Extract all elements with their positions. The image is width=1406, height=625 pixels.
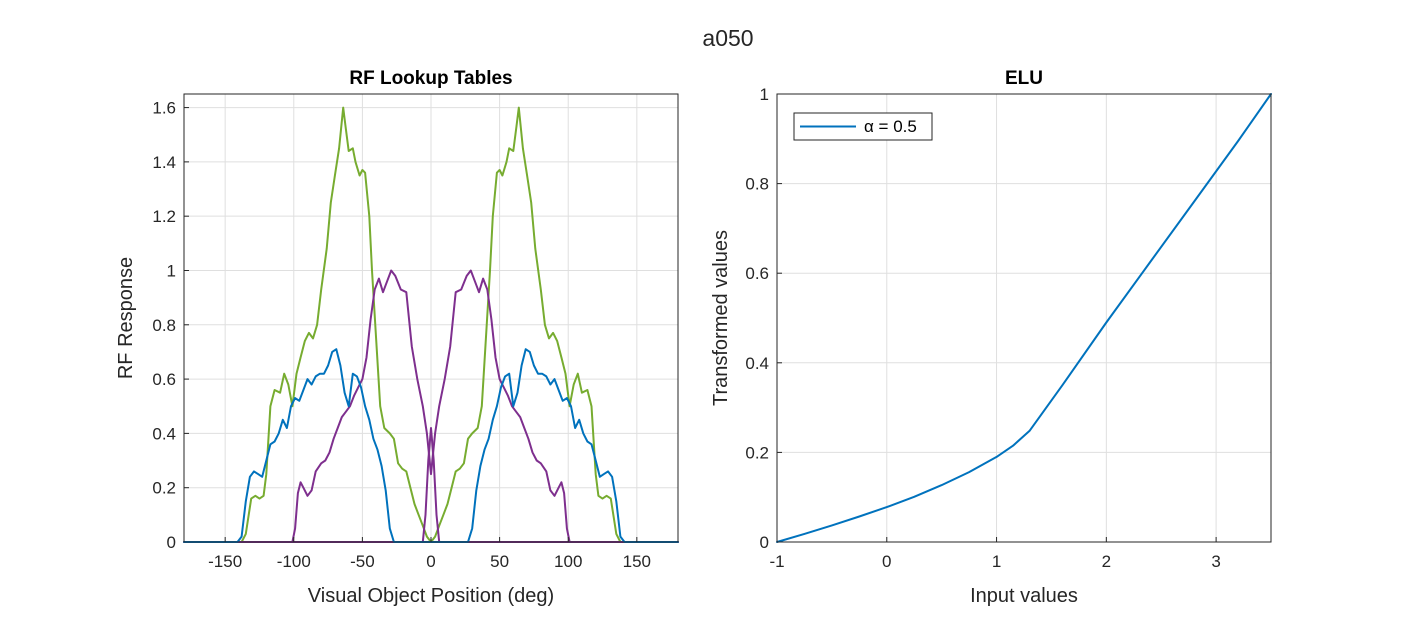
rf-xtick-label: 150 bbox=[623, 552, 651, 571]
rf-axes-xlabel: Visual Object Position (deg) bbox=[308, 585, 554, 607]
rf-lookup-axes: -150 -100 -50 0 50 100 150 0 0.2 0.4 0.6 0.8 1 1.2 1.4… bbox=[115, 68, 679, 607]
rf-xtick-label: 100 bbox=[554, 552, 582, 571]
rf-xtick-label: -50 bbox=[350, 552, 375, 571]
elu-xtick-label: 3 bbox=[1211, 552, 1220, 571]
elu-ytick-label: 0 bbox=[760, 533, 769, 552]
elu-axes-title: ELU bbox=[1005, 68, 1043, 89]
elu-xtick-label: -1 bbox=[769, 552, 784, 571]
rf-axes-ylabel: RF Response bbox=[115, 257, 137, 379]
rf-series-line-1 bbox=[183, 106, 432, 543]
rf-ytick-label: 1 bbox=[167, 261, 176, 280]
rf-axes-title: RF Lookup Tables bbox=[349, 68, 512, 89]
rf-xtick-label: -150 bbox=[208, 552, 242, 571]
rf-series-line-4 bbox=[183, 427, 679, 543]
rf-ytick-label: 0.4 bbox=[152, 424, 176, 443]
rf-series-line-3 bbox=[183, 269, 679, 543]
rf-series-line-2 bbox=[430, 106, 679, 543]
elu-ytick-label: 0.2 bbox=[745, 443, 769, 462]
figure-suptitle: a050 bbox=[702, 25, 753, 51]
elu-xtick-label: 2 bbox=[1102, 552, 1111, 571]
rf-ytick-label: 0 bbox=[167, 533, 176, 552]
rf-ytick-label: 1.2 bbox=[152, 207, 176, 226]
elu-ytick-label: 0.8 bbox=[745, 175, 769, 194]
elu-xtick-label: 1 bbox=[992, 552, 1001, 571]
elu-legend: α = 0.5 bbox=[793, 112, 933, 141]
rf-ytick-label: 1.4 bbox=[152, 153, 176, 172]
elu-ytick-label: 1 bbox=[760, 85, 769, 104]
elu-axes-ylabel: Transformed values bbox=[710, 230, 732, 406]
elu-legend-label: α = 0.5 bbox=[864, 117, 917, 136]
rf-ytick-label: 0.2 bbox=[152, 479, 176, 498]
rf-ytick-label: 0.8 bbox=[152, 316, 176, 335]
elu-ytick-label: 0.4 bbox=[745, 354, 769, 373]
elu-xtick-label: 0 bbox=[882, 552, 891, 571]
rf-xtick-label: 50 bbox=[490, 552, 509, 571]
rf-ytick-label: 1.6 bbox=[152, 99, 176, 118]
elu-axes-xlabel: Input values bbox=[970, 585, 1078, 607]
rf-xtick-label: 0 bbox=[426, 552, 435, 571]
elu-series-line-1 bbox=[776, 93, 1272, 543]
rf-xtick-label: -100 bbox=[277, 552, 311, 571]
elu-ytick-label: 0.6 bbox=[745, 264, 769, 283]
rf-ytick-label: 0.6 bbox=[152, 370, 176, 389]
elu-axes: -1 0 1 2 300.20.40.60.81 ELU Input values Tr… bbox=[710, 68, 1272, 607]
